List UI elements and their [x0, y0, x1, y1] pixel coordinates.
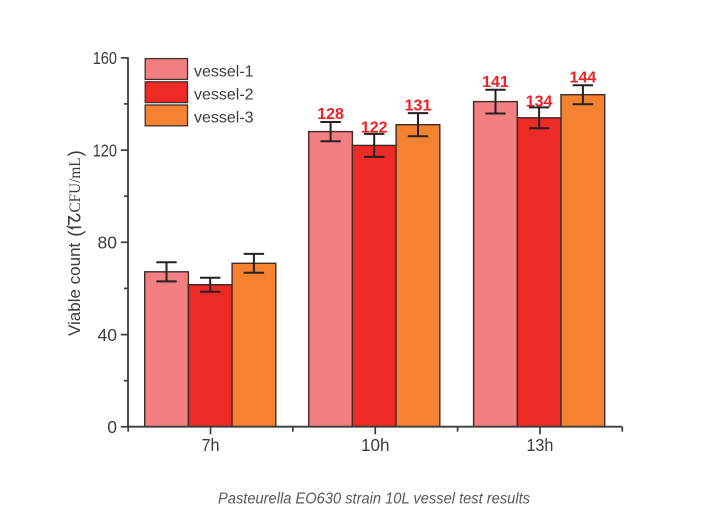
svg-text:vessel-1: vessel-1 [194, 63, 254, 80]
svg-text:vessel-3: vessel-3 [194, 110, 254, 127]
svg-text:13h: 13h [526, 435, 553, 455]
svg-text:(: ( [65, 230, 86, 237]
svg-text:): ) [65, 150, 86, 156]
svg-text:7h: 7h [202, 435, 220, 455]
svg-text:120: 120 [93, 140, 118, 160]
svg-text:Viable count: Viable count [65, 242, 84, 336]
svg-text:10h: 10h [361, 435, 390, 455]
svg-text:128: 128 [317, 106, 344, 123]
svg-text:134: 134 [526, 94, 553, 111]
svg-text:144: 144 [570, 69, 597, 86]
svg-text:141: 141 [482, 74, 509, 91]
svg-text:CFU/mL: CFU/mL [67, 158, 84, 213]
svg-text:80: 80 [98, 233, 118, 253]
svg-text:Pasteurella EO630 strain 10L v: Pasteurella EO630 strain 10L vessel test… [218, 491, 530, 508]
svg-text:122: 122 [361, 119, 388, 136]
svg-text:0: 0 [107, 417, 117, 437]
svg-text:vessel-2: vessel-2 [194, 87, 254, 104]
svg-text:131: 131 [405, 97, 432, 114]
svg-text:160: 160 [93, 48, 118, 68]
svg-text:40: 40 [98, 325, 118, 345]
